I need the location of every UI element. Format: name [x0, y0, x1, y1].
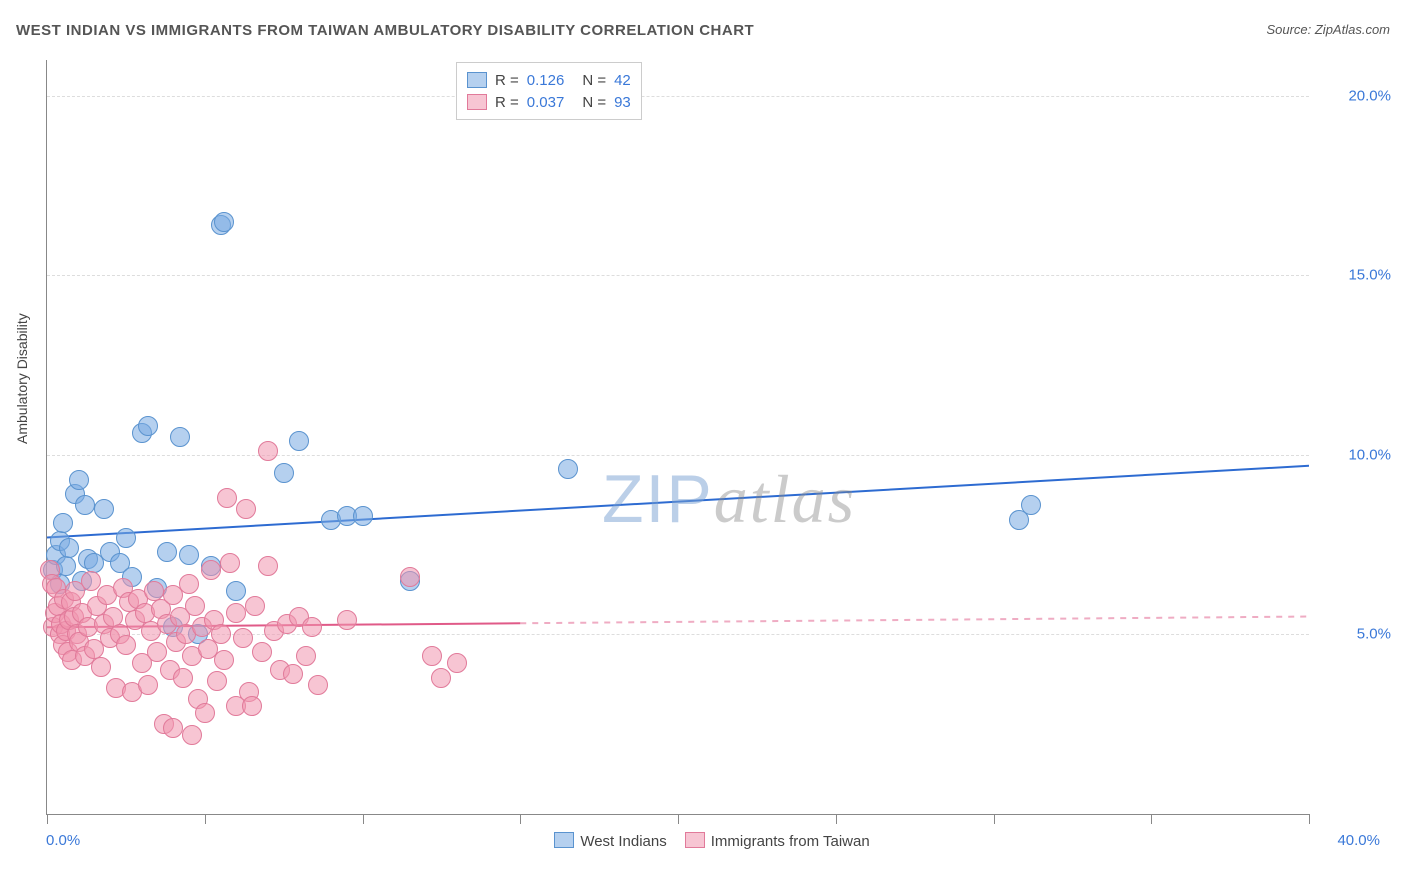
scatter-point — [308, 675, 328, 695]
scatter-point — [1021, 495, 1041, 515]
source-label: Source: ZipAtlas.com — [1266, 22, 1390, 37]
scatter-point — [179, 574, 199, 594]
legend-r-key: R = — [495, 72, 519, 89]
legend-swatch — [467, 72, 487, 88]
scatter-point — [289, 431, 309, 451]
scatter-point — [447, 653, 467, 673]
scatter-point — [283, 664, 303, 684]
x-tick — [1309, 814, 1310, 824]
scatter-point — [116, 635, 136, 655]
scatter-point — [242, 696, 262, 716]
scatter-point — [353, 506, 373, 526]
scatter-plot: ZIPatlas 5.0%10.0%15.0%20.0% — [46, 60, 1309, 815]
scatter-point — [274, 463, 294, 483]
legend-swatch — [467, 94, 487, 110]
x-tick — [836, 814, 837, 824]
x-tick — [994, 814, 995, 824]
scatter-point — [258, 441, 278, 461]
scatter-point — [236, 499, 256, 519]
scatter-point — [138, 675, 158, 695]
scatter-point — [179, 545, 199, 565]
y-tick-label: 10.0% — [1321, 446, 1391, 463]
y-gridline — [47, 275, 1309, 276]
legend-series-label: West Indians — [580, 833, 666, 850]
y-axis-title: Ambulatory Disability — [14, 313, 30, 444]
scatter-point — [214, 212, 234, 232]
scatter-point — [400, 567, 420, 587]
legend-stat-row: R = 0.037 N = 93 — [467, 91, 631, 113]
scatter-point — [195, 703, 215, 723]
legend-stat-row: R = 0.126 N = 42 — [467, 69, 631, 91]
scatter-point — [258, 556, 278, 576]
scatter-point — [296, 646, 316, 666]
scatter-point — [94, 499, 114, 519]
chart-title: WEST INDIAN VS IMMIGRANTS FROM TAIWAN AM… — [16, 22, 754, 39]
legend-n-val: 42 — [614, 72, 631, 89]
y-tick-label: 20.0% — [1321, 87, 1391, 104]
scatter-point — [217, 488, 237, 508]
scatter-point — [220, 553, 240, 573]
y-tick-label: 5.0% — [1321, 626, 1391, 643]
scatter-point — [431, 668, 451, 688]
scatter-point — [116, 528, 136, 548]
x-tick — [678, 814, 679, 824]
scatter-point — [69, 470, 89, 490]
y-gridline — [47, 455, 1309, 456]
scatter-point — [53, 513, 73, 533]
trend-line — [47, 466, 1309, 538]
x-tick — [205, 814, 206, 824]
legend-series: West Indians Immigrants from Taiwan — [0, 832, 1406, 850]
scatter-point — [201, 560, 221, 580]
x-tick — [363, 814, 364, 824]
x-tick — [520, 814, 521, 824]
scatter-point — [170, 427, 190, 447]
scatter-point — [138, 416, 158, 436]
watermark: ZIPatlas — [602, 460, 856, 539]
legend-n-val: 93 — [614, 94, 631, 111]
x-tick — [1151, 814, 1152, 824]
legend-r-val: 0.037 — [527, 94, 565, 111]
scatter-point — [252, 642, 272, 662]
trend-line — [520, 617, 1309, 624]
scatter-point — [59, 538, 79, 558]
legend-n-key: N = — [582, 72, 606, 89]
scatter-point — [207, 671, 227, 691]
watermark-zip: ZIP — [602, 461, 714, 537]
scatter-point — [214, 650, 234, 670]
scatter-point — [245, 596, 265, 616]
scatter-point — [226, 603, 246, 623]
scatter-point — [81, 571, 101, 591]
scatter-point — [233, 628, 253, 648]
x-tick — [47, 814, 48, 824]
scatter-point — [422, 646, 442, 666]
legend-r-val: 0.126 — [527, 72, 565, 89]
scatter-point — [157, 542, 177, 562]
scatter-point — [75, 495, 95, 515]
y-gridline — [47, 96, 1309, 97]
scatter-point — [185, 596, 205, 616]
scatter-point — [147, 642, 167, 662]
scatter-point — [182, 725, 202, 745]
legend-swatch — [554, 832, 574, 848]
legend-swatch — [685, 832, 705, 848]
legend-stats: R = 0.126 N = 42 R = 0.037 N = 93 — [456, 62, 642, 120]
scatter-point — [163, 718, 183, 738]
watermark-atlas: atlas — [714, 461, 856, 537]
y-tick-label: 15.0% — [1321, 267, 1391, 284]
legend-series-label: Immigrants from Taiwan — [711, 833, 870, 850]
scatter-point — [91, 657, 111, 677]
scatter-point — [173, 668, 193, 688]
scatter-point — [302, 617, 322, 637]
scatter-point — [226, 581, 246, 601]
legend-n-key: N = — [582, 94, 606, 111]
legend-r-key: R = — [495, 94, 519, 111]
scatter-point — [337, 610, 357, 630]
scatter-point — [558, 459, 578, 479]
scatter-point — [211, 624, 231, 644]
